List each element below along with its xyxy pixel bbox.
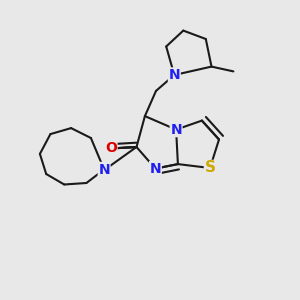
Text: N: N bbox=[169, 68, 180, 82]
Text: N: N bbox=[150, 162, 161, 176]
Text: N: N bbox=[98, 163, 110, 176]
Text: O: O bbox=[105, 142, 117, 155]
Text: S: S bbox=[205, 160, 215, 175]
Text: N: N bbox=[170, 123, 182, 136]
